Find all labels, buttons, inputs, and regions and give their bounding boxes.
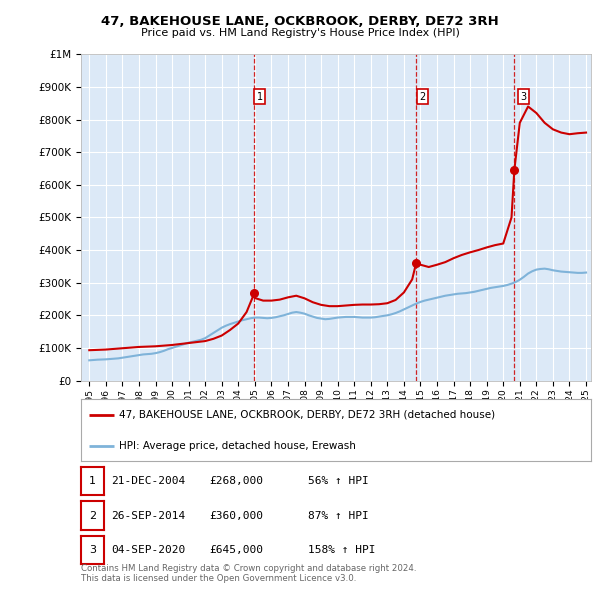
Text: 56% ↑ HPI: 56% ↑ HPI <box>308 476 368 486</box>
Text: 04-SEP-2020: 04-SEP-2020 <box>111 545 185 555</box>
Text: 3: 3 <box>520 91 526 101</box>
Text: £268,000: £268,000 <box>209 476 263 486</box>
Text: 47, BAKEHOUSE LANE, OCKBROOK, DERBY, DE72 3RH: 47, BAKEHOUSE LANE, OCKBROOK, DERBY, DE7… <box>101 15 499 28</box>
Text: 3: 3 <box>89 545 96 555</box>
Text: 47, BAKEHOUSE LANE, OCKBROOK, DERBY, DE72 3RH (detached house): 47, BAKEHOUSE LANE, OCKBROOK, DERBY, DE7… <box>119 410 496 420</box>
Text: 158% ↑ HPI: 158% ↑ HPI <box>308 545 376 555</box>
Text: 1: 1 <box>257 91 263 101</box>
Text: 21-DEC-2004: 21-DEC-2004 <box>111 476 185 486</box>
Text: 87% ↑ HPI: 87% ↑ HPI <box>308 510 368 520</box>
Text: £360,000: £360,000 <box>209 510 263 520</box>
Text: Contains HM Land Registry data © Crown copyright and database right 2024.
This d: Contains HM Land Registry data © Crown c… <box>81 563 416 583</box>
Text: HPI: Average price, detached house, Erewash: HPI: Average price, detached house, Erew… <box>119 441 356 451</box>
Text: £645,000: £645,000 <box>209 545 263 555</box>
Text: 26-SEP-2014: 26-SEP-2014 <box>111 510 185 520</box>
Text: 2: 2 <box>419 91 425 101</box>
Text: 2: 2 <box>89 510 96 520</box>
Text: Price paid vs. HM Land Registry's House Price Index (HPI): Price paid vs. HM Land Registry's House … <box>140 28 460 38</box>
Text: 1: 1 <box>89 476 96 486</box>
